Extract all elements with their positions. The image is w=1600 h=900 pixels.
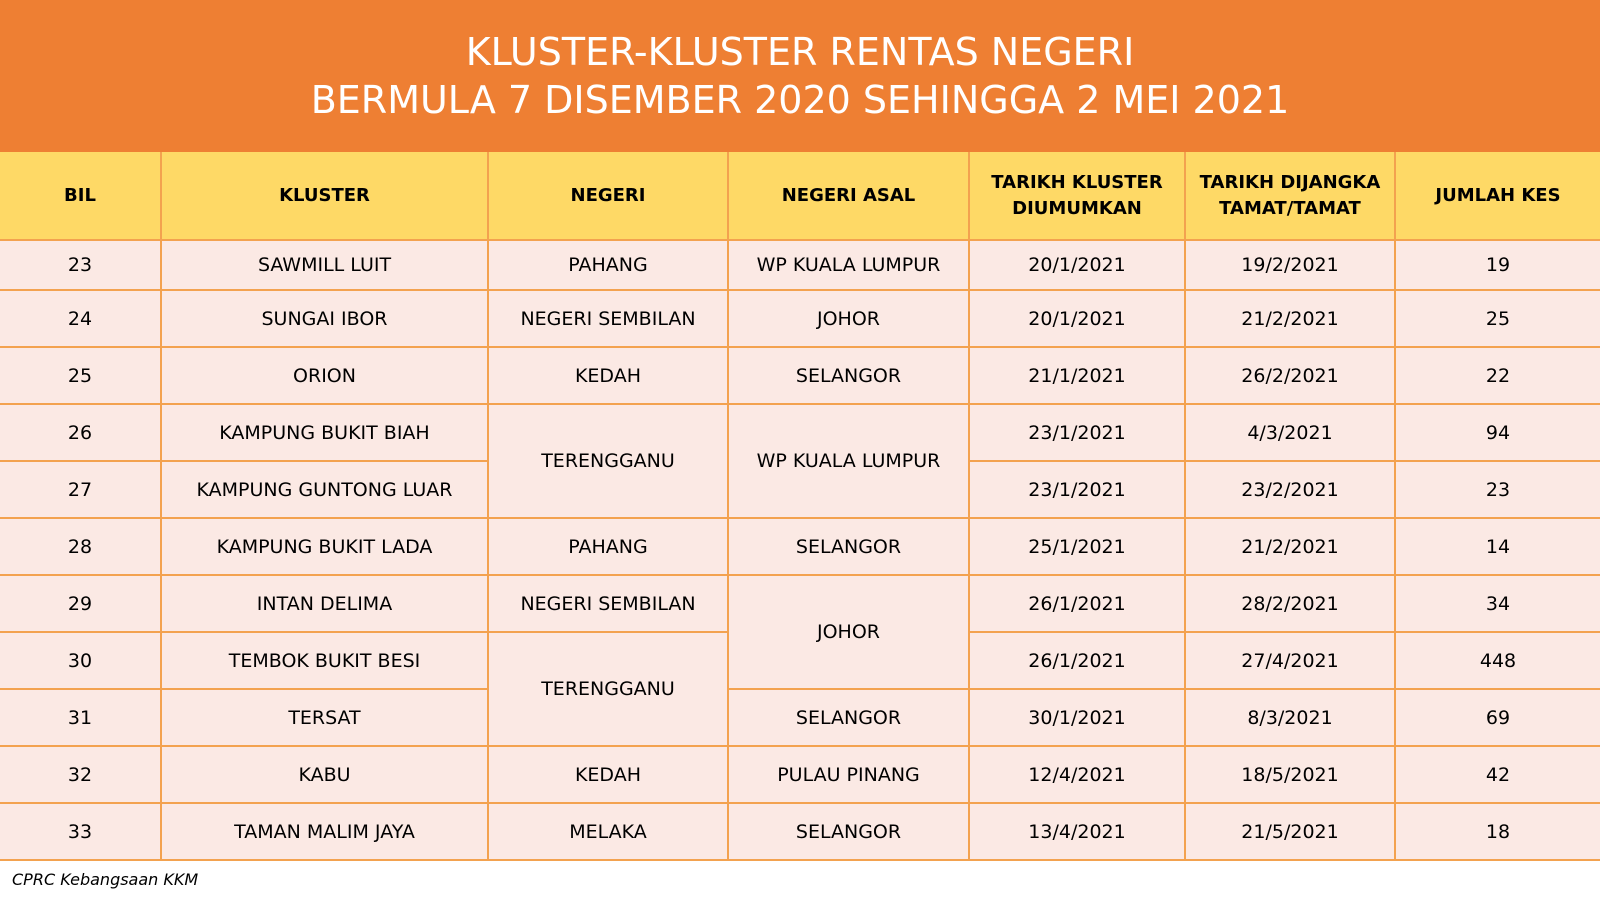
- cell-kluster: KAMPUNG BUKIT LADA: [160, 517, 489, 576]
- cell-kluster: KAMPUNG BUKIT BIAH: [160, 403, 489, 462]
- cell-diumumkan: 21/1/2021: [968, 346, 1186, 405]
- cell-tamat: 8/3/2021: [1184, 688, 1396, 747]
- table-row: 33 TAMAN MALIM JAYA MELAKA SELANGOR 13/4…: [0, 802, 1600, 861]
- source-note: CPRC Kebangsaan KKM: [12, 870, 199, 889]
- table-row: 24 SUNGAI IBOR NEGERI SEMBILAN JOHOR 20/…: [0, 289, 1600, 348]
- title-line-2: BERMULA 7 DISEMBER 2020 SEHINGGA 2 MEI 2…: [310, 78, 1290, 122]
- cell-kes: 448: [1394, 631, 1600, 690]
- cell-tamat: 26/2/2021: [1184, 346, 1396, 405]
- cell-bil: 23: [0, 239, 162, 291]
- header-negeri-asal: NEGERI ASAL: [727, 152, 970, 241]
- title-line-1: KLUSTER-KLUSTER RENTAS NEGERI: [465, 30, 1135, 74]
- cell-tamat: 19/2/2021: [1184, 239, 1396, 291]
- cell-diumumkan: 26/1/2021: [968, 631, 1186, 690]
- table-row: 28 KAMPUNG BUKIT LADA PAHANG SELANGOR 25…: [0, 517, 1600, 576]
- cell-kes: 18: [1394, 802, 1600, 861]
- cell-negeri: KEDAH: [487, 346, 729, 405]
- cell-negeri: TERENGGANU: [487, 403, 729, 519]
- cell-bil: 25: [0, 346, 162, 405]
- cell-kes: 14: [1394, 517, 1600, 576]
- cell-bil: 33: [0, 802, 162, 861]
- cell-bil: 31: [0, 688, 162, 747]
- cell-tamat: 18/5/2021: [1184, 745, 1396, 804]
- cell-tamat: 27/4/2021: [1184, 631, 1396, 690]
- table-row: 25 ORION KEDAH SELANGOR 21/1/2021 26/2/2…: [0, 346, 1600, 405]
- cell-bil: 27: [0, 460, 162, 519]
- cell-kluster: INTAN DELIMA: [160, 574, 489, 633]
- cell-negeri: NEGERI SEMBILAN: [487, 574, 729, 633]
- cell-tamat: 21/2/2021: [1184, 517, 1396, 576]
- header-kluster: KLUSTER: [160, 152, 489, 241]
- cell-kluster: KABU: [160, 745, 489, 804]
- cell-kes: 42: [1394, 745, 1600, 804]
- cell-negeri-asal: SELANGOR: [727, 517, 970, 576]
- cell-negeri: PAHANG: [487, 239, 729, 291]
- header-jumlah-kes: JUMLAH KES: [1394, 152, 1600, 241]
- cell-tamat: 28/2/2021: [1184, 574, 1396, 633]
- cell-kes: 69: [1394, 688, 1600, 747]
- header-tarikh-tamat: TARIKH DIJANGKA TAMAT/TAMAT: [1184, 152, 1396, 241]
- cell-diumumkan: 30/1/2021: [968, 688, 1186, 747]
- cell-kluster: SUNGAI IBOR: [160, 289, 489, 348]
- table-row: 31 TERSAT SELANGOR 30/1/2021 8/3/2021 69: [0, 688, 1600, 747]
- cell-negeri-asal: WP KUALA LUMPUR: [727, 239, 970, 291]
- cell-kes: 94: [1394, 403, 1600, 462]
- cell-negeri: KEDAH: [487, 745, 729, 804]
- cell-kes: 22: [1394, 346, 1600, 405]
- header-negeri: NEGERI: [487, 152, 729, 241]
- cell-diumumkan: 25/1/2021: [968, 517, 1186, 576]
- cell-diumumkan: 13/4/2021: [968, 802, 1186, 861]
- cell-negeri-asal: SELANGOR: [727, 802, 970, 861]
- cell-kluster: TERSAT: [160, 688, 489, 747]
- cell-negeri-asal: SELANGOR: [727, 688, 970, 747]
- cell-negeri-asal: WP KUALA LUMPUR: [727, 403, 970, 519]
- cell-negeri: TERENGGANU: [487, 631, 729, 747]
- cell-kluster: TEMBOK BUKIT BESI: [160, 631, 489, 690]
- cell-negeri: NEGERI SEMBILAN: [487, 289, 729, 348]
- cell-bil: 26: [0, 403, 162, 462]
- cell-kes: 19: [1394, 239, 1600, 291]
- cell-kes: 25: [1394, 289, 1600, 348]
- cell-diumumkan: 12/4/2021: [968, 745, 1186, 804]
- cell-negeri: MELAKA: [487, 802, 729, 861]
- table-row: 23 SAWMILL LUIT PAHANG WP KUALA LUMPUR 2…: [0, 239, 1600, 291]
- table-row: 29 INTAN DELIMA NEGERI SEMBILAN JOHOR 26…: [0, 574, 1600, 690]
- cell-diumumkan: 20/1/2021: [968, 289, 1186, 348]
- cluster-table: BIL KLUSTER NEGERI NEGERI ASAL TARIKH KL…: [0, 152, 1600, 861]
- cell-diumumkan: 26/1/2021: [968, 574, 1186, 633]
- cell-tamat: 4/3/2021: [1184, 403, 1396, 462]
- cell-bil: 32: [0, 745, 162, 804]
- cell-kluster: KAMPUNG GUNTONG LUAR: [160, 460, 489, 519]
- table-row: 27 KAMPUNG GUNTONG LUAR 23/1/2021 23/2/2…: [0, 460, 1600, 519]
- cell-negeri-asal: PULAU PINANG: [727, 745, 970, 804]
- cell-bil: 29: [0, 574, 162, 633]
- cell-negeri: PAHANG: [487, 517, 729, 576]
- cell-kluster: TAMAN MALIM JAYA: [160, 802, 489, 861]
- cell-tamat: 23/2/2021: [1184, 460, 1396, 519]
- header-bil: BIL: [0, 152, 162, 241]
- cell-negeri-asal: SELANGOR: [727, 346, 970, 405]
- cell-bil: 24: [0, 289, 162, 348]
- cell-tamat: 21/2/2021: [1184, 289, 1396, 348]
- table-header-row: BIL KLUSTER NEGERI NEGERI ASAL TARIKH KL…: [0, 152, 1600, 241]
- cell-tamat: 21/5/2021: [1184, 802, 1396, 861]
- cell-kluster: ORION: [160, 346, 489, 405]
- cell-kes: 34: [1394, 574, 1600, 633]
- header-tarikh-diumumkan: TARIKH KLUSTER DIUMUMKAN: [968, 152, 1186, 241]
- cell-negeri-asal: JOHOR: [727, 289, 970, 348]
- cell-kes: 23: [1394, 460, 1600, 519]
- table-row: 30 TEMBOK BUKIT BESI TERENGGANU 26/1/202…: [0, 631, 1600, 747]
- table-row: 26 KAMPUNG BUKIT BIAH TERENGGANU WP KUAL…: [0, 403, 1600, 519]
- cell-bil: 30: [0, 631, 162, 690]
- cell-negeri-asal: JOHOR: [727, 574, 970, 690]
- title-banner: KLUSTER-KLUSTER RENTAS NEGERI BERMULA 7 …: [0, 0, 1600, 152]
- cell-diumumkan: 23/1/2021: [968, 403, 1186, 462]
- cell-diumumkan: 23/1/2021: [968, 460, 1186, 519]
- table-row: 32 KABU KEDAH PULAU PINANG 12/4/2021 18/…: [0, 745, 1600, 804]
- cell-bil: 28: [0, 517, 162, 576]
- cell-kluster: SAWMILL LUIT: [160, 239, 489, 291]
- cell-diumumkan: 20/1/2021: [968, 239, 1186, 291]
